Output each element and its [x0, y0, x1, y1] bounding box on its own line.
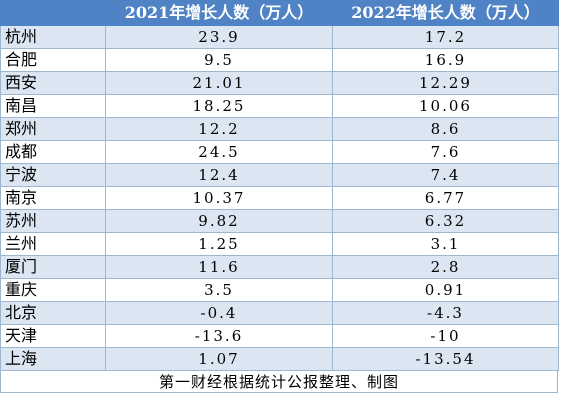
table-row: 北京 -0.4 -4.3 — [0, 301, 559, 325]
growth-2022-cell: 6.32 — [332, 209, 559, 233]
city-cell: 南昌 — [0, 94, 106, 118]
growth-2021-cell: -13.6 — [105, 324, 333, 348]
city-cell: 苏州 — [0, 209, 106, 233]
city-cell: 厦门 — [0, 255, 106, 279]
growth-2022-cell: 12.29 — [332, 71, 559, 95]
table-row: 天津 -13.6 -10 — [0, 324, 559, 348]
growth-2022-cell: 0.91 — [332, 278, 559, 302]
growth-2021-cell: 11.6 — [105, 255, 333, 279]
table-row: 西安 21.01 12.29 — [0, 71, 559, 95]
city-cell: 上海 — [0, 347, 106, 371]
table-row: 郑州 12.2 8.6 — [0, 117, 559, 141]
growth-2022-cell: 7.6 — [332, 140, 559, 164]
table-row: 宁波 12.4 7.4 — [0, 163, 559, 187]
growth-2021-cell: 10.37 — [105, 186, 333, 210]
growth-2021-cell: 9.82 — [105, 209, 333, 233]
growth-2021-cell: 24.5 — [105, 140, 333, 164]
table-row: 厦门 11.6 2.8 — [0, 255, 559, 279]
city-cell: 天津 — [0, 324, 106, 348]
city-cell: 郑州 — [0, 117, 106, 141]
growth-2022-cell: 17.2 — [332, 25, 559, 49]
city-cell: 西安 — [0, 71, 106, 95]
growth-2022-cell: -4.3 — [332, 301, 559, 325]
growth-2022-cell: 7.4 — [332, 163, 559, 187]
table-row: 南京 10.37 6.77 — [0, 186, 559, 210]
city-cell: 合肥 — [0, 48, 106, 72]
table-row: 兰州 1.25 3.1 — [0, 232, 559, 256]
city-cell: 重庆 — [0, 278, 106, 302]
growth-2021-cell: 18.25 — [105, 94, 333, 118]
growth-2022-cell: 6.77 — [332, 186, 559, 210]
source-caption: 第一财经根据统计公报整理、制图 — [0, 371, 558, 393]
city-cell: 杭州 — [0, 25, 106, 49]
growth-2021-cell: 23.9 — [105, 25, 333, 49]
growth-2021-cell: -0.4 — [105, 301, 333, 325]
growth-2022-cell: -10 — [332, 324, 559, 348]
table-row: 成都 24.5 7.6 — [0, 140, 559, 164]
growth-2021-cell: 21.01 — [105, 71, 333, 95]
table-row: 南昌 18.25 10.06 — [0, 94, 559, 118]
header-2021: 2021年增长人数（万人） — [105, 0, 333, 26]
growth-2022-cell: 10.06 — [332, 94, 559, 118]
growth-2021-cell: 1.07 — [105, 347, 333, 371]
growth-2022-cell: 16.9 — [332, 48, 559, 72]
city-cell: 成都 — [0, 140, 106, 164]
growth-2022-cell: 8.6 — [332, 117, 559, 141]
city-cell: 兰州 — [0, 232, 106, 256]
growth-2022-cell: 3.1 — [332, 232, 559, 256]
table-row: 苏州 9.82 6.32 — [0, 209, 559, 233]
table-row: 杭州 23.9 17.2 — [0, 25, 559, 49]
table-row: 重庆 3.5 0.91 — [0, 278, 559, 302]
header-city — [0, 0, 106, 26]
city-cell: 北京 — [0, 301, 106, 325]
growth-2021-cell: 9.5 — [105, 48, 333, 72]
growth-2021-cell: 12.4 — [105, 163, 333, 187]
growth-2022-cell: 2.8 — [332, 255, 559, 279]
city-cell: 宁波 — [0, 163, 106, 187]
growth-2022-cell: -13.54 — [332, 347, 559, 371]
header-2022: 2022年增长人数（万人） — [332, 0, 559, 26]
table-body: 杭州 23.9 17.2 合肥 9.5 16.9 西安 21.01 12.29 南昌 18.25 10… — [0, 25, 559, 371]
table-row: 上海 1.07 -13.54 — [0, 347, 559, 371]
city-cell: 南京 — [0, 186, 106, 210]
population-growth-table-sheet: 2021年增长人数（万人） 2022年增长人数（万人） 杭州 23.9 17.2 合肥… — [0, 0, 559, 393]
table-header-row: 2021年增长人数（万人） 2022年增长人数（万人） — [0, 0, 559, 26]
growth-2021-cell: 1.25 — [105, 232, 333, 256]
growth-2021-cell: 3.5 — [105, 278, 333, 302]
growth-2021-cell: 12.2 — [105, 117, 333, 141]
population-growth-table: 2021年增长人数（万人） 2022年增长人数（万人） 杭州 23.9 17.2 合肥… — [0, 0, 559, 371]
table-row: 合肥 9.5 16.9 — [0, 48, 559, 72]
